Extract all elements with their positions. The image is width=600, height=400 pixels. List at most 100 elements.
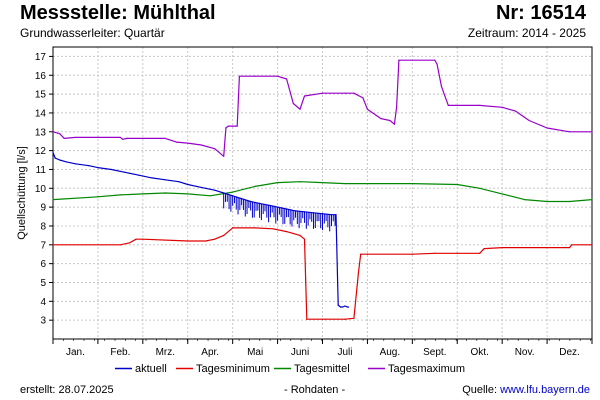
data-point-min xyxy=(434,252,436,254)
data-point-mean xyxy=(209,195,211,197)
data-point-max xyxy=(59,133,61,135)
data-point-aktuell xyxy=(187,183,189,186)
data-point-mean xyxy=(568,200,571,203)
data-point-min xyxy=(205,240,207,242)
data-point-min xyxy=(360,253,362,255)
aquifer-label: Grundwasserleiter: Quartär xyxy=(20,26,165,40)
data-point-mean xyxy=(97,196,99,198)
data-point-max xyxy=(479,104,481,106)
source-label: Quelle: xyxy=(462,384,498,396)
data-point-max xyxy=(74,136,77,139)
data-point-max xyxy=(63,137,65,139)
data-point-max xyxy=(591,131,593,133)
data-point-min xyxy=(52,244,54,246)
data-point-max xyxy=(528,119,530,122)
data-point-aktuell xyxy=(344,305,346,307)
data-point-aktuell xyxy=(124,171,126,173)
legend-label-mean: Tagesmittel xyxy=(294,363,350,375)
data-point-max xyxy=(393,123,395,125)
data-point-max xyxy=(366,108,369,110)
data-point-max xyxy=(164,137,166,139)
data-point-min xyxy=(456,252,458,254)
data-point-max xyxy=(122,138,124,140)
data-point-max xyxy=(175,141,178,143)
data-point-aktuell xyxy=(347,306,350,308)
y-tick-label: 9 xyxy=(40,203,46,214)
data-point-min xyxy=(303,238,306,240)
data-point-min xyxy=(223,234,225,236)
data-point-aktuell xyxy=(137,174,139,176)
axes: 3 4 5 6 7 8 9 10 11 12 13 14 15 16 17 Jan. Feb. Mrz. Apr. M… xyxy=(16,46,593,358)
data-point-max xyxy=(126,137,128,139)
data-point-aktuell xyxy=(52,151,54,154)
data-point-max xyxy=(292,102,294,105)
data-point-max xyxy=(232,125,234,127)
data-point-min xyxy=(483,247,485,250)
data-point-max xyxy=(238,75,241,77)
data-point-max xyxy=(285,78,288,80)
data-point-min xyxy=(306,318,308,320)
source-link[interactable]: www.lfu.bayern.de xyxy=(500,384,590,396)
station-title: Messstelle: Mühlthal xyxy=(20,2,216,24)
x-tick-label: Okt. xyxy=(471,347,489,358)
data-point-max xyxy=(321,92,324,94)
data-point-aktuell xyxy=(88,165,90,167)
y-tick-label: 6 xyxy=(40,259,46,270)
data-point-max xyxy=(225,127,227,129)
legend-label-min: Tagesminimum xyxy=(196,363,270,375)
x-tick-label: Juni xyxy=(291,347,309,358)
data-point-mean xyxy=(142,193,144,195)
data-point-mean xyxy=(479,187,481,189)
data-point-min xyxy=(299,234,301,236)
y-tick-label: 7 xyxy=(40,240,46,251)
data-point-min xyxy=(353,317,355,319)
data-point-mean xyxy=(546,200,548,203)
data-point-max xyxy=(396,106,398,108)
legend: aktuell Tagesminimum Tagesmittel Tagesmaxim… xyxy=(115,363,465,375)
data-point-min xyxy=(411,253,413,255)
data-point-mean xyxy=(501,193,503,195)
data-point-max xyxy=(436,63,438,65)
created-label: erstellt: xyxy=(20,384,56,396)
data-point-mean xyxy=(52,198,54,201)
data-point-aktuell xyxy=(54,157,56,159)
data-point-max xyxy=(52,131,54,133)
data-point-max xyxy=(303,95,306,97)
legend-label-max: Tagesmaximum xyxy=(388,363,465,375)
data-point-max xyxy=(515,110,517,112)
data-point-mean xyxy=(276,182,279,184)
data-point-max xyxy=(434,59,436,61)
data-point-mean xyxy=(321,182,324,184)
station-number: Nr: 16514 xyxy=(495,2,586,24)
data-point-mean xyxy=(591,198,593,201)
x-tick-label: Sept. xyxy=(423,347,446,358)
data-point-aktuell xyxy=(337,304,339,306)
grid xyxy=(52,47,593,339)
series-line-min xyxy=(53,227,592,320)
data-point-max xyxy=(344,92,346,94)
data-point-min xyxy=(142,238,144,240)
data-point-aktuell xyxy=(164,179,166,181)
data-point-min xyxy=(479,252,481,254)
y-tick-label: 3 xyxy=(40,316,46,327)
y-tick-label: 16 xyxy=(35,71,47,82)
data-point-min xyxy=(254,227,256,229)
series-lines xyxy=(52,59,593,320)
data-point-max xyxy=(187,142,189,144)
x-tick-label: Mrz. xyxy=(156,347,175,358)
x-tick-label: Juli xyxy=(337,347,352,358)
created-date: 28.07.2025 xyxy=(58,384,114,396)
y-axis-label: Quellschüttung [l/s] xyxy=(16,146,28,240)
legend-label-aktuell: aktuell xyxy=(135,363,167,375)
data-point-max xyxy=(353,92,355,94)
data-note: - Rohdaten - xyxy=(284,384,346,396)
x-tick-label: Dez. xyxy=(559,347,580,358)
data-point-aktuell xyxy=(196,185,198,188)
data-point-max xyxy=(119,136,121,139)
data-point-max xyxy=(276,75,279,77)
data-point-max xyxy=(227,125,229,127)
data-point-aktuell xyxy=(205,187,207,189)
data-point-max xyxy=(200,144,202,146)
data-point-aktuell xyxy=(74,163,77,165)
series-line-aktuell xyxy=(52,152,349,308)
